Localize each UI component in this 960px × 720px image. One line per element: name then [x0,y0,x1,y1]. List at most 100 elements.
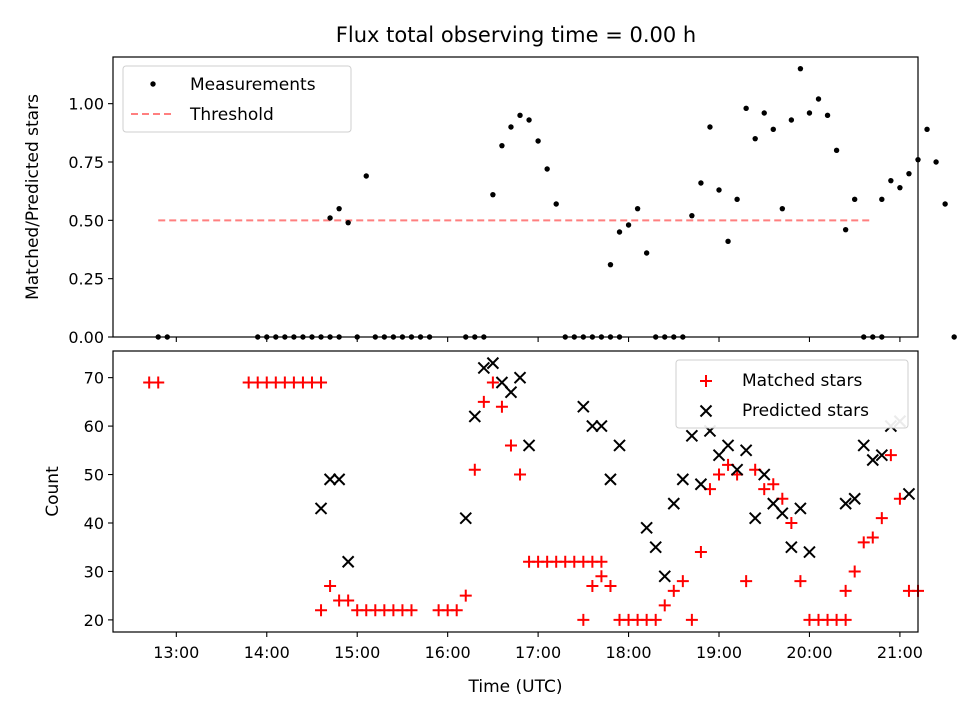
legend-measurements-label: Measurements [190,75,316,95]
matched-stars-point [785,516,798,529]
predicted-stars-point [613,439,626,452]
matched-stars-point [595,555,608,568]
matched-stars-point [504,439,517,452]
measurement-point [815,96,822,102]
matched-stars-point [866,531,879,544]
matched-stars-point [577,613,590,626]
measurement-point [363,173,369,179]
measurement-point [499,142,505,149]
matched-stars-point [875,512,888,525]
x-tick-label: 18:00 [606,643,652,662]
predicted-stars-point [866,453,879,467]
y-tick-label: 60 [84,417,104,436]
y-tick-label: 50 [84,466,104,485]
predicted-stars-point [332,473,346,486]
y-tick-label: 0.00 [68,328,104,347]
measurement-point [517,112,523,119]
matched-stars-point [848,565,861,578]
predicted-stars-point [522,439,536,452]
legend-box [122,65,352,133]
legend-predicted-marker [699,404,713,418]
legend-box [675,359,909,429]
matched-stars-point [794,575,807,588]
measurement-point [553,201,559,207]
y-axis-label: Count [43,466,63,517]
matched-stars-point [595,570,608,583]
legend-measurements-marker [150,81,156,87]
predicted-stars-point [649,541,662,554]
measurement-point [842,226,849,233]
predicted-stars-point [839,497,852,510]
predicted-stars-point [875,448,889,462]
measurement-point [634,205,641,212]
y-tick-label: 20 [84,611,104,630]
measurement-point [490,191,496,198]
legend-matched-label: Matched stars [742,371,862,391]
predicted-stars-point [857,439,870,452]
legend: Measurements Threshold [122,65,352,133]
measurement-point [625,222,632,228]
matched-stars-point [450,604,463,617]
matched-stars-point [459,589,472,602]
matched-stars-point [495,400,508,413]
predicted-stars-point [785,541,798,554]
predicted-stars-point [748,511,762,525]
top-panel: 0.00 0.25 0.50 0.75 1.00 Matched/Predicted st… [23,56,957,347]
predicted-stars-point [658,570,671,583]
matched-stars-point [477,395,490,408]
measurement-point [698,180,704,186]
matched-stars-point [884,449,897,462]
chart-title: Flux total observing time = 0.00 h [336,23,696,47]
measurement-point [806,110,813,116]
predicted-stars-point [586,419,599,433]
predicted-stars-point [794,502,807,515]
measurement-point [797,65,804,72]
y-tick-label: 0.75 [68,153,104,172]
matched-stars-point [758,483,771,496]
matched-stars-point [152,376,165,389]
measurement-point [535,138,541,144]
y-tick-label: 1.00 [68,95,104,114]
legend-matched-marker [700,375,712,387]
predicted-stars-point [902,487,916,501]
matched-stars-point [839,584,852,597]
matched-stars-point [713,468,726,481]
measurement-point [327,215,333,221]
matched-stars-point [685,613,698,626]
matched-stars-point [586,579,599,592]
predicted-stars-point [486,356,500,370]
measurement-point [924,126,930,133]
matched-stars-point [857,536,870,549]
matched-stars-point [342,594,355,607]
axes-frame [112,56,919,338]
predicted-stars-point [758,468,771,481]
predicted-stars-point [730,463,744,476]
measurement-point [643,250,650,256]
measurement-point [779,205,786,212]
matched-stars-point [315,376,328,389]
legend: Matched stars Predicted stars [675,359,909,429]
x-tick-label: 15:00 [334,643,380,662]
bottom-panel: 20 30 40 50 60 70 13:00 14:00 15:00 16:00 17:00 18:… [43,350,924,697]
legend-threshold-label: Threshold [189,105,274,125]
measurement-point [743,105,749,112]
predicted-stars-point [712,448,726,462]
measurement-point [544,166,550,172]
predicted-stars-point [468,410,482,423]
x-tick-label: 17:00 [515,643,561,662]
predicted-stars-point [495,376,509,389]
measurement-point [336,205,342,212]
predicted-stars-point [685,429,699,442]
predicted-stars-point [477,361,491,375]
predicted-stars-point [667,497,680,510]
measurement-point [897,184,903,191]
x-axis-label: Time (UTC) [468,677,563,697]
measurement-point [752,135,758,142]
measurement-point [734,196,740,203]
measurement-point [716,187,722,193]
x-tick-label: 13:00 [153,643,199,662]
predicted-stars-point [323,473,337,486]
predicted-stars-point [504,385,518,399]
predicted-stars-point [739,444,753,457]
x-tick-label: 20:00 [786,643,832,662]
